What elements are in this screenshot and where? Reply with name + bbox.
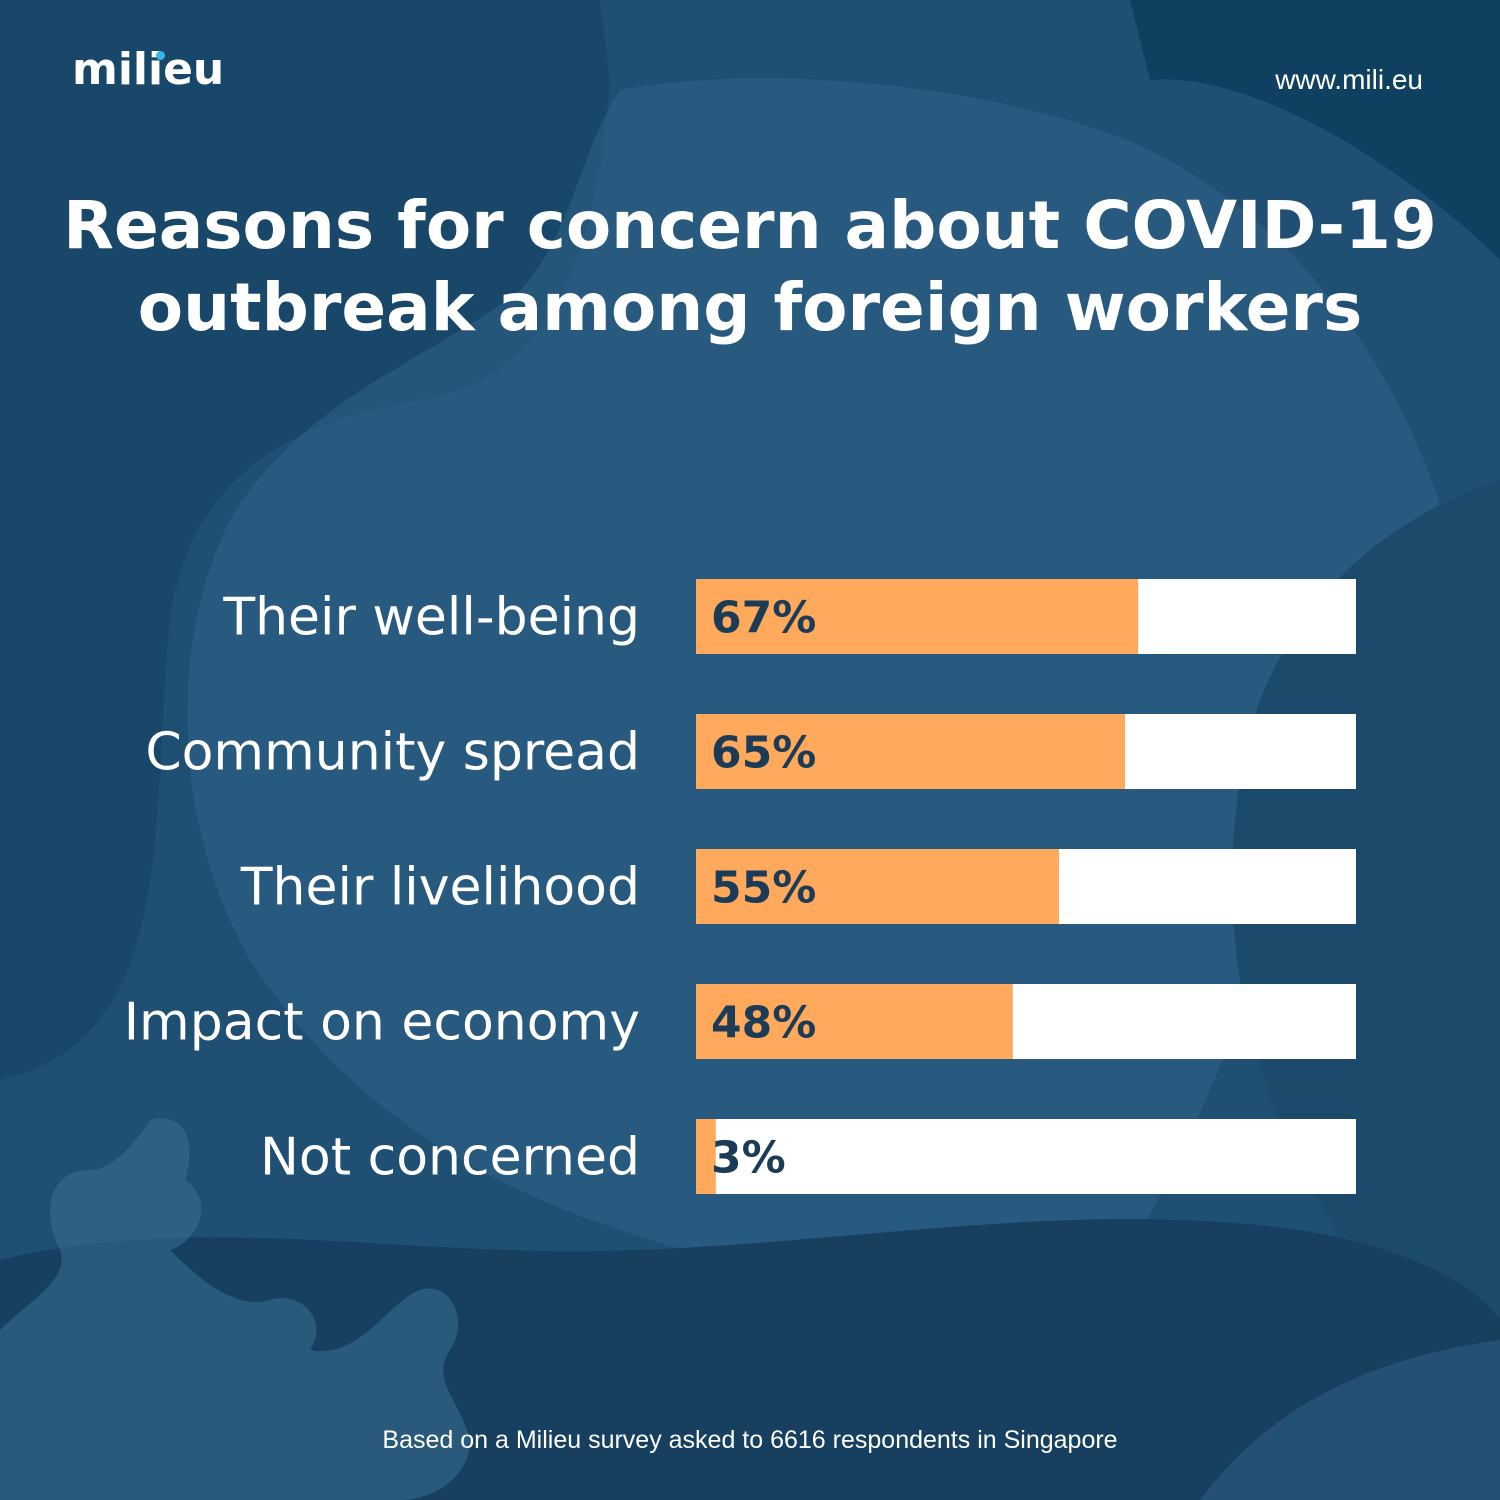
bar-fill <box>696 1119 716 1194</box>
chart-title-line-2: outbreak among foreign workers <box>137 269 1363 346</box>
category-label: Their livelihood <box>240 858 640 918</box>
value-label: 48% <box>711 998 816 1049</box>
bar-track <box>696 1119 1356 1194</box>
bar-group: Impact on economy 48% <box>124 984 1356 1059</box>
logo-accent-dot <box>156 51 165 60</box>
bar-group: Not concerned 3% <box>260 1119 1356 1194</box>
bar-group: Community spread 65% <box>145 714 1356 789</box>
website-url[interactable]: www.mili.eu <box>1275 64 1423 95</box>
milieu-logo[interactable]: milieu <box>72 44 225 95</box>
bar-group: Their well-being 67% <box>222 579 1356 654</box>
bg-blob-center <box>187 78 1455 1282</box>
bg-blob-left <box>0 0 610 1080</box>
value-label: 3% <box>711 1133 786 1184</box>
category-label: Their well-being <box>222 588 640 648</box>
category-label: Community spread <box>145 723 640 783</box>
chart-title-line-1: Reasons for concern about COVID-19 <box>63 187 1437 264</box>
category-label: Not concerned <box>260 1128 640 1188</box>
value-label: 65% <box>711 728 816 779</box>
bar-fill <box>696 849 1059 924</box>
bar-group: Their livelihood 55% <box>240 849 1356 924</box>
bg-leaf-shape <box>0 1118 470 1500</box>
value-label: 67% <box>711 593 816 644</box>
bar-fill <box>696 714 1125 789</box>
bg-blob-top <box>600 0 1500 260</box>
bar-fill <box>696 984 1013 1059</box>
category-label: Impact on economy <box>124 993 640 1053</box>
source-footnote: Based on a Milieu survey asked to 6616 r… <box>382 1426 1118 1454</box>
value-label: 55% <box>711 863 816 914</box>
bar-fill <box>696 579 1139 654</box>
bg-curve-bottom-right <box>1200 1340 1500 1500</box>
